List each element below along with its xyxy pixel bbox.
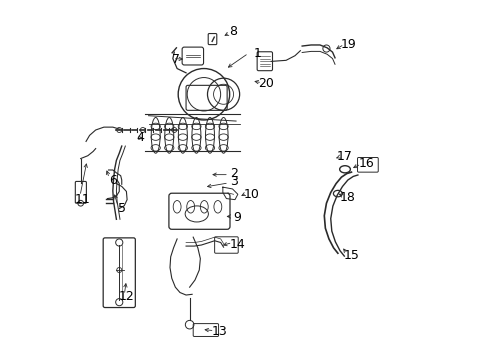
Text: 5: 5 — [118, 202, 126, 215]
Text: 3: 3 — [230, 175, 238, 188]
Text: 14: 14 — [230, 238, 245, 251]
Text: 17: 17 — [336, 150, 352, 163]
Text: 7: 7 — [172, 53, 180, 66]
Text: 8: 8 — [230, 25, 238, 38]
Text: 19: 19 — [341, 39, 356, 51]
Text: 6: 6 — [109, 174, 117, 186]
Text: 18: 18 — [340, 192, 356, 204]
Text: 2: 2 — [230, 167, 238, 180]
Text: 13: 13 — [212, 325, 228, 338]
Text: 16: 16 — [359, 157, 374, 170]
Text: 15: 15 — [343, 248, 359, 261]
Text: 20: 20 — [258, 77, 273, 90]
Text: 4: 4 — [137, 131, 145, 144]
Text: 10: 10 — [244, 188, 259, 201]
Text: 11: 11 — [74, 193, 90, 206]
Text: 1: 1 — [253, 47, 262, 60]
Text: 12: 12 — [119, 289, 134, 303]
Text: 9: 9 — [233, 211, 241, 224]
